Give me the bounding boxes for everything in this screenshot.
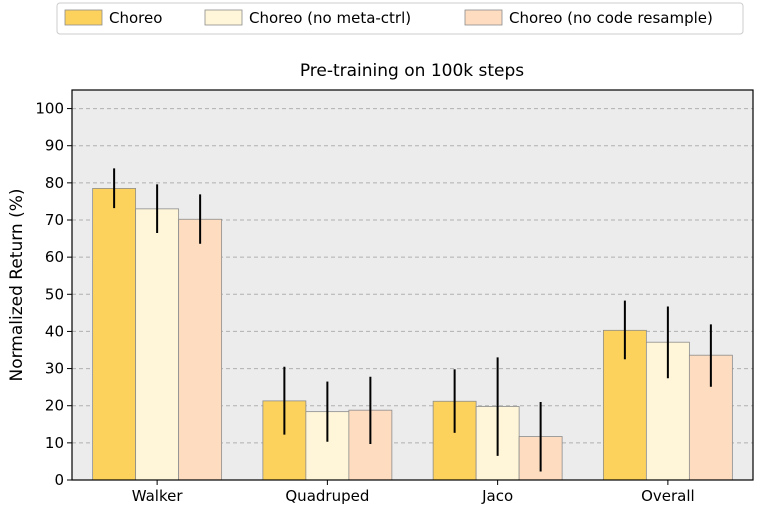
y-tick-label: 70 <box>45 211 64 229</box>
y-tick-label: 100 <box>35 100 64 118</box>
y-tick-label: 0 <box>54 471 64 489</box>
x-tick-label: Overall <box>641 487 695 505</box>
chart-title: Pre-training on 100k steps <box>300 61 524 81</box>
x-tick-label: Jaco <box>481 487 513 505</box>
bars <box>92 188 733 481</box>
error-bars <box>113 168 712 472</box>
legend-item: Choreo <box>64 9 162 27</box>
y-axis-label: Normalized Return (%) <box>7 188 27 381</box>
legend-item: Choreo (no code resample) <box>464 9 713 27</box>
x-tick-label: Quadruped <box>285 487 369 505</box>
legend-swatch <box>64 9 103 26</box>
y-axis: 0 10 20 30 40 50 60 70 80 90 100 <box>35 100 72 489</box>
y-tick-label: 60 <box>45 248 64 266</box>
x-tick-label: Walker <box>132 487 184 505</box>
legend-swatch <box>204 9 243 26</box>
y-tick-label: 20 <box>45 397 64 415</box>
legend-item: Choreo (no meta-ctrl) <box>204 9 411 27</box>
legend-label: Choreo (no code resample) <box>509 9 713 27</box>
y-tick-label: 90 <box>45 137 64 155</box>
y-tick-label: 80 <box>45 174 64 192</box>
x-axis: Walker Quadruped Jaco Overall <box>132 480 695 505</box>
y-tick-label: 10 <box>45 434 64 452</box>
legend-label: Choreo (no meta-ctrl) <box>249 9 411 27</box>
legend: Choreo Choreo (no meta-ctrl) Choreo (no co… <box>56 2 744 35</box>
y-tick-label: 40 <box>45 322 64 340</box>
plot-frame <box>71 89 754 481</box>
bar-walker-series-3 <box>178 218 223 481</box>
legend-label: Choreo <box>109 9 162 27</box>
bar-walker-series-2 <box>135 208 180 481</box>
legend-swatch <box>464 9 503 26</box>
y-tick-label: 30 <box>45 360 64 378</box>
y-tick-label: 50 <box>45 285 64 303</box>
bar-walker-series-1 <box>92 188 137 481</box>
